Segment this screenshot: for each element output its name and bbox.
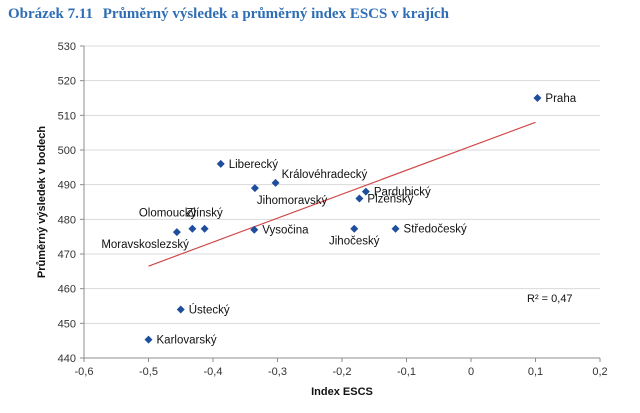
figure-number: Obrázek 7.11 <box>8 6 93 22</box>
point-label: Zlínský <box>186 208 223 220</box>
y-tick-label: 520 <box>58 76 76 88</box>
data-point <box>200 224 209 233</box>
x-axis-label: Index ESCS <box>311 386 373 398</box>
x-tick-label: -0,5 <box>139 366 158 378</box>
point-label: Moravskoslezský <box>101 239 189 251</box>
y-tick-label: 440 <box>58 353 76 365</box>
point-label: Vysočina <box>262 225 309 237</box>
x-tick-label: -0,1 <box>397 366 416 378</box>
point-label: Karlovarský <box>157 335 217 347</box>
data-point <box>250 184 259 193</box>
x-tick-label: -0,2 <box>333 366 352 378</box>
y-tick-label: 530 <box>58 41 76 53</box>
trendline-group <box>148 121 536 267</box>
point-label: Jihomoravský <box>257 195 328 207</box>
point-label: Olomoucký <box>139 208 197 220</box>
axes <box>80 45 601 362</box>
point-label: Plzeňský <box>367 194 413 206</box>
point-label: Pardubický <box>374 187 431 199</box>
point-label: Královéhradecký <box>282 169 368 181</box>
x-tick-label: 0,1 <box>528 366 543 378</box>
point-labels: Praha Liberecký Královéhradecký Jihomoravsk… <box>101 93 576 347</box>
data-point <box>350 224 359 233</box>
y-axis-label: Průměrný výsledek v bodech <box>36 126 48 279</box>
point-label: Středočeský <box>404 224 468 236</box>
x-tick-label: 0,2 <box>592 366 607 378</box>
y-tick-label: 450 <box>58 318 76 330</box>
x-tick-label: -0,4 <box>204 366 223 378</box>
y-tick-label: 480 <box>58 214 76 226</box>
point-label: Praha <box>545 93 576 105</box>
chart-title: Obrázek 7.11 Průměrný výsledek a průměrn… <box>8 6 449 23</box>
data-point <box>355 194 364 203</box>
y-tick-label: 500 <box>58 145 76 157</box>
data-point <box>361 187 370 196</box>
y-tick-label: 510 <box>58 110 76 122</box>
point-label: Liberecký <box>229 159 278 171</box>
data-points <box>144 94 542 344</box>
data-point <box>250 225 259 234</box>
gridlines <box>84 45 600 324</box>
data-point <box>172 228 181 237</box>
x-tick-label: 0 <box>468 366 474 378</box>
y-tick-label: 470 <box>58 249 76 261</box>
data-point <box>216 159 225 168</box>
point-label: Ústecký <box>189 303 230 316</box>
r-squared-annotation: R² = 0,47 <box>527 293 573 305</box>
data-point <box>391 224 400 233</box>
data-point <box>533 94 542 102</box>
y-tick-label: 490 <box>58 180 76 192</box>
y-tick-labels: 440 450 460 470 480 490 500 510 520 530 <box>58 41 76 365</box>
data-point <box>144 335 153 344</box>
x-tick-labels: -0,6 -0,5 -0,4 -0,3 -0,2 -0,1 0 0,1 0,2 <box>75 366 608 378</box>
point-label: Jihočeský <box>329 236 380 248</box>
data-point <box>188 224 197 233</box>
x-tick-label: -0,6 <box>75 366 94 378</box>
data-point <box>176 305 185 314</box>
figure-title-text: Průměrný výsledek a průměrný index ESCS … <box>102 6 450 22</box>
trendline <box>148 121 536 267</box>
y-tick-label: 460 <box>58 284 76 296</box>
data-point <box>271 178 280 187</box>
x-tick-label: -0,3 <box>268 366 287 378</box>
